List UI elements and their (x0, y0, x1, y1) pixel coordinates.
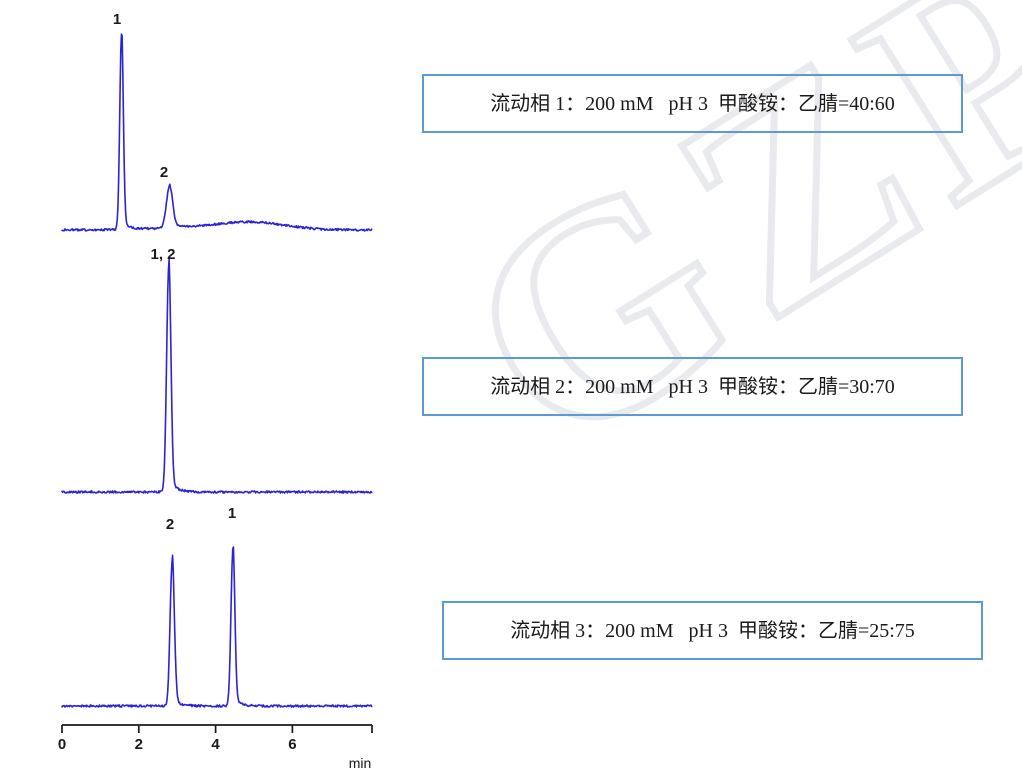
x-axis: 0 2 4 6 min (58, 724, 373, 771)
caption-box-mobile-phase-2: 流动相 2：200 mM pH 3 甲酸铵：乙腈=30:70 (422, 357, 963, 416)
x-axis-tick-labels: 0 2 4 6 (58, 736, 297, 753)
peak-label-3-1: 2 (166, 516, 174, 533)
caption-text-3: 流动相 3：200 mM pH 3 甲酸铵：乙腈=25:75 (510, 619, 915, 642)
chromatogram-panel: 1 2 1, 2 2 1 0 2 4 6 min (0, 0, 400, 782)
caption-text-1: 流动相 1：200 mM pH 3 甲酸铵：乙腈=40:60 (490, 92, 895, 115)
x-axis-tick-label: 4 (211, 736, 220, 753)
caption-box-mobile-phase-1: 流动相 1：200 mM pH 3 甲酸铵：乙腈=40:60 (422, 74, 963, 133)
peak-label-3-2: 1 (228, 505, 236, 522)
x-axis-unit-label: min (349, 755, 372, 771)
peak-label-1-1: 1 (113, 11, 121, 28)
x-axis-tick-label: 6 (288, 736, 296, 753)
caption-box-mobile-phase-3: 流动相 3：200 mM pH 3 甲酸铵：乙腈=25:75 (442, 601, 983, 660)
x-axis-tick-label: 2 (135, 736, 143, 753)
trace-line-2 (61, 258, 373, 494)
peak-label-1-2: 2 (160, 164, 168, 181)
chromatogram-trace-2: 1, 2 (61, 246, 373, 494)
chromatogram-trace-3: 2 1 (61, 505, 373, 708)
peak-label-2-1: 1, 2 (150, 246, 175, 263)
chromatogram-svg: 1 2 1, 2 2 1 0 2 4 6 min (58, 11, 373, 771)
x-axis-tick-label: 0 (58, 736, 66, 753)
x-axis-ticks (61, 725, 373, 733)
trace-line-1 (61, 33, 373, 232)
trace-line-3 (61, 546, 373, 708)
chromatogram-trace-1: 1 2 (61, 11, 373, 232)
caption-text-2: 流动相 2：200 mM pH 3 甲酸铵：乙腈=30:70 (490, 375, 895, 398)
